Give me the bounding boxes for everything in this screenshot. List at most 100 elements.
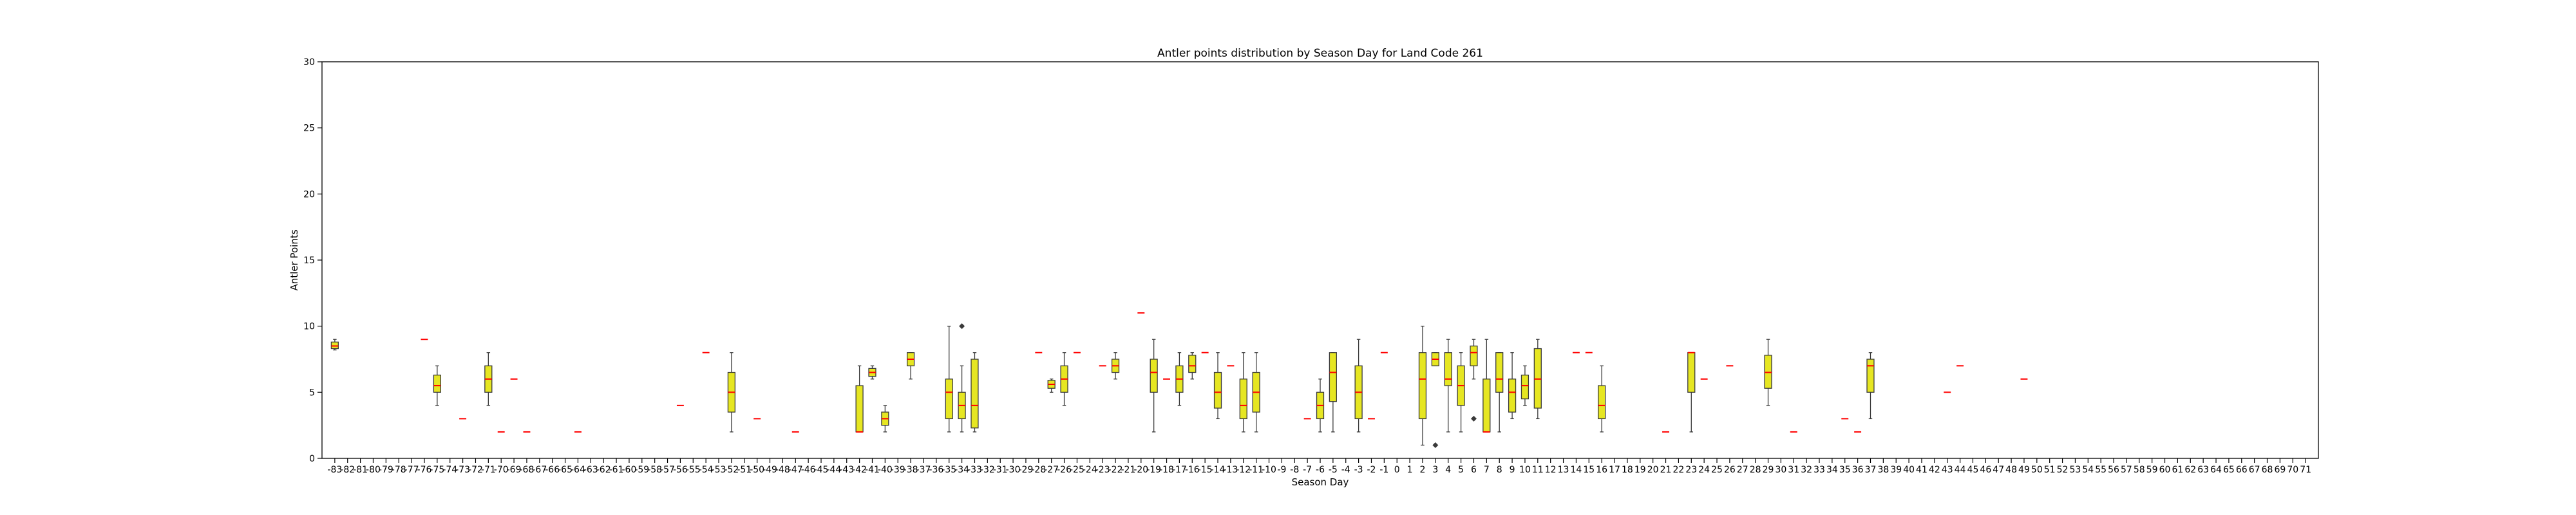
box bbox=[1329, 352, 1337, 402]
x-tick-label: 21 bbox=[1660, 465, 1672, 475]
x-tick-label: 66 bbox=[2236, 465, 2248, 475]
x-tick-label: 24 bbox=[1698, 465, 1710, 475]
box-group bbox=[1508, 352, 1517, 420]
x-tick-label: -64 bbox=[571, 465, 585, 475]
x-tick-label: 52 bbox=[2057, 465, 2069, 475]
x-tick-label: -69 bbox=[507, 465, 522, 475]
box bbox=[1213, 371, 1222, 409]
x-tick-label: -25 bbox=[1070, 465, 1084, 475]
x-tick-label: -62 bbox=[596, 465, 611, 475]
x-tick-label: 29 bbox=[1763, 465, 1774, 475]
x-tick-label: 6 bbox=[1471, 465, 1477, 475]
box-group bbox=[1444, 339, 1452, 433]
x-tick-label: -65 bbox=[558, 465, 573, 475]
x-tick-label: 63 bbox=[2197, 465, 2209, 475]
x-tick-label: 4 bbox=[1445, 465, 1451, 475]
box-group bbox=[1239, 352, 1247, 433]
box-group bbox=[855, 365, 864, 433]
x-tick-label: -36 bbox=[929, 465, 943, 475]
x-tick-label: 70 bbox=[2287, 465, 2298, 475]
x-tick-label: -58 bbox=[647, 465, 662, 475]
y-tick-label: 30 bbox=[303, 57, 315, 68]
x-tick-label: 13 bbox=[1558, 465, 1569, 475]
x-tick-label: 9 bbox=[1510, 465, 1515, 475]
x-tick-label: 49 bbox=[2018, 465, 2030, 475]
box-group bbox=[1457, 352, 1465, 433]
box bbox=[1687, 352, 1696, 393]
x-tick-label: 34 bbox=[1826, 465, 1838, 475]
x-tick-label: -6 bbox=[1316, 465, 1325, 475]
box-group bbox=[727, 352, 736, 433]
box-group bbox=[433, 365, 441, 406]
y-axis: 0 5 10 15 20 25 30 bbox=[303, 57, 322, 464]
x-tick-label: -34 bbox=[954, 465, 969, 475]
x-tick-label: -68 bbox=[520, 465, 535, 475]
x-tick-label: -73 bbox=[455, 465, 470, 475]
x-tick-label: -4 bbox=[1341, 465, 1350, 475]
x-tick-label: -21 bbox=[1121, 465, 1135, 475]
x-tick-label: 26 bbox=[1724, 465, 1736, 475]
box bbox=[1520, 374, 1530, 400]
y-tick-label: 0 bbox=[309, 454, 315, 464]
x-tick-label: -10 bbox=[1262, 465, 1276, 475]
box bbox=[1239, 379, 1247, 420]
y-tick-label: 15 bbox=[303, 256, 315, 266]
x-tick-label: 10 bbox=[1519, 465, 1531, 475]
x-tick-label: -24 bbox=[1083, 465, 1097, 475]
box-group bbox=[1866, 352, 1875, 420]
x-tick-label: 57 bbox=[2121, 465, 2132, 475]
box bbox=[1150, 359, 1158, 393]
x-tick-label: 30 bbox=[1775, 465, 1786, 475]
x-tick-label: -51 bbox=[737, 465, 752, 475]
x-tick-label: -28 bbox=[1031, 465, 1046, 475]
x-tick-label: -8 bbox=[1290, 465, 1299, 475]
x-tick-label: 60 bbox=[2159, 465, 2171, 475]
y-tick-label: 20 bbox=[303, 189, 315, 200]
box bbox=[855, 385, 864, 433]
box bbox=[1495, 352, 1504, 393]
x-tick-label: -42 bbox=[852, 465, 867, 475]
x-tick-label: -77 bbox=[404, 465, 419, 475]
box-group bbox=[906, 352, 915, 380]
x-tick-label: 61 bbox=[2172, 465, 2183, 475]
box-group bbox=[1111, 352, 1120, 380]
x-tick-label: -83 bbox=[327, 465, 342, 475]
box bbox=[433, 374, 441, 393]
x-tick-label: -59 bbox=[634, 465, 649, 475]
x-tick-label: -55 bbox=[686, 465, 701, 475]
x-tick-label: 33 bbox=[1814, 465, 1825, 475]
box bbox=[1764, 355, 1772, 389]
box bbox=[1866, 359, 1875, 393]
x-tick-label: 43 bbox=[1942, 465, 1953, 475]
box-group bbox=[1060, 352, 1068, 406]
chart-title: Antler points distribution by Season Day… bbox=[1157, 47, 1483, 60]
x-tick-label: -60 bbox=[621, 465, 636, 475]
x-tick-label: -78 bbox=[392, 465, 406, 475]
y-tick-label: 5 bbox=[309, 388, 315, 398]
x-tick-label: -32 bbox=[980, 465, 995, 475]
x-tick-label: 44 bbox=[1955, 465, 1966, 475]
x-tick-label: -50 bbox=[750, 465, 764, 475]
x-tick-label: 31 bbox=[1788, 465, 1799, 475]
flier-point bbox=[959, 323, 965, 330]
box-group bbox=[1764, 339, 1772, 406]
x-tick-label: -2 bbox=[1367, 465, 1376, 475]
y-tick-label: 10 bbox=[303, 322, 315, 332]
x-tick-label: 47 bbox=[1993, 465, 2004, 475]
x-tick-label: -19 bbox=[1146, 465, 1161, 475]
flier-point bbox=[1432, 442, 1439, 448]
box-group bbox=[1188, 352, 1197, 380]
box-group bbox=[1150, 339, 1158, 433]
x-tick-label: -41 bbox=[865, 465, 880, 475]
x-tick-label: 25 bbox=[1711, 465, 1723, 475]
x-tick-label: 17 bbox=[1609, 465, 1620, 475]
x-tick-label: 62 bbox=[2184, 465, 2196, 475]
box-group bbox=[958, 323, 966, 433]
box bbox=[1598, 385, 1606, 420]
x-tick-label: -47 bbox=[788, 465, 803, 475]
x-tick-label: -35 bbox=[942, 465, 956, 475]
box bbox=[945, 379, 953, 420]
x-tick-label: -70 bbox=[494, 465, 509, 475]
box-group bbox=[971, 352, 979, 433]
